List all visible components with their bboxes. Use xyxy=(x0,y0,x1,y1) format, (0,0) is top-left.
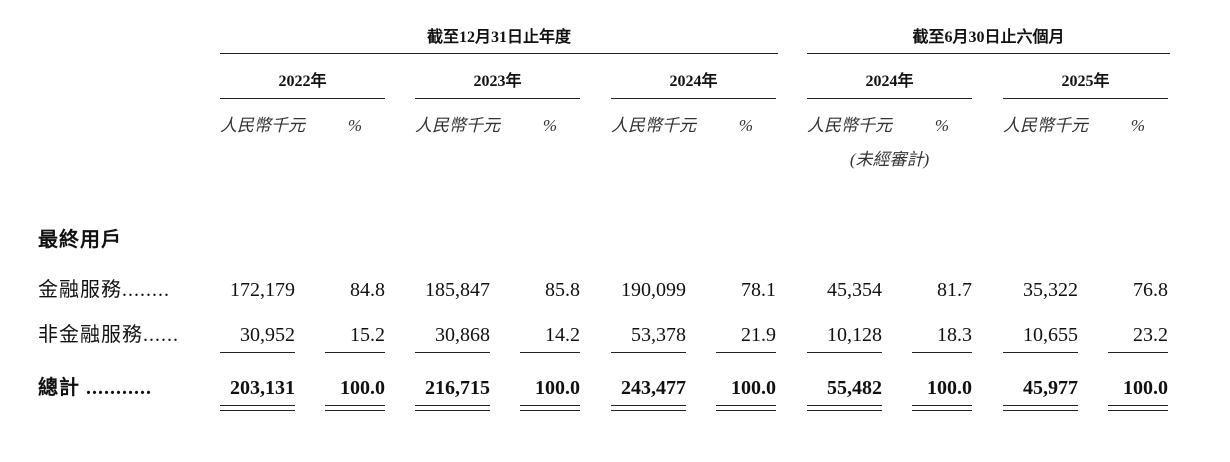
pct-label: % xyxy=(738,116,754,135)
cell-rule xyxy=(325,352,385,353)
double-rule xyxy=(1003,405,1078,406)
unit-label: 人民幣千元 xyxy=(1003,116,1088,135)
year-rule xyxy=(1003,98,1168,99)
unit-label: 人民幣千元 xyxy=(415,116,500,135)
cell: 100.0 xyxy=(731,377,776,399)
double-rule xyxy=(220,405,295,406)
cell: 23.2 xyxy=(1133,324,1168,346)
cell-rule xyxy=(1003,352,1078,353)
cell: 45,354 xyxy=(827,279,882,301)
double-rule xyxy=(520,405,580,406)
cell: 100.0 xyxy=(535,377,580,399)
year-header: 2024年 xyxy=(669,73,718,90)
double-rule xyxy=(1003,410,1078,411)
double-rule xyxy=(611,410,686,411)
group-header: 截至6月30日止六個月 xyxy=(912,29,1065,46)
cell: 81.7 xyxy=(937,279,972,301)
cell: 216,715 xyxy=(425,377,490,399)
double-rule xyxy=(912,405,972,406)
double-rule xyxy=(716,410,776,411)
note-label: (未經審計) xyxy=(849,150,930,169)
pct-label: % xyxy=(542,116,558,135)
cell: 21.9 xyxy=(741,324,776,346)
year-header: 2023年 xyxy=(473,73,522,90)
cell-rule xyxy=(1108,352,1168,353)
cell: 243,477 xyxy=(621,377,686,399)
double-rule xyxy=(325,405,385,406)
row-label: 總計 ........... xyxy=(38,377,152,399)
cell-rule xyxy=(220,352,295,353)
cell: 30,952 xyxy=(240,324,295,346)
cell: 53,378 xyxy=(631,324,686,346)
double-rule xyxy=(325,410,385,411)
year-header: 2024年 xyxy=(865,73,914,90)
cell: 55,482 xyxy=(827,377,882,399)
cell-rule xyxy=(807,352,882,353)
cell: 190,099 xyxy=(621,279,686,301)
cell-rule xyxy=(912,352,972,353)
group-rule xyxy=(220,53,778,54)
cell: 10,655 xyxy=(1023,324,1078,346)
cell: 84.8 xyxy=(350,279,385,301)
double-rule xyxy=(220,410,295,411)
cell: 35,322 xyxy=(1023,279,1078,301)
double-rule xyxy=(415,405,490,406)
double-rule xyxy=(415,410,490,411)
cell: 100.0 xyxy=(927,377,972,399)
cell: 30,868 xyxy=(435,324,490,346)
double-rule xyxy=(912,410,972,411)
year-rule xyxy=(807,98,972,99)
cell: 172,179 xyxy=(230,279,295,301)
double-rule xyxy=(807,405,882,406)
cell: 78.1 xyxy=(741,279,776,301)
cell-rule xyxy=(520,352,580,353)
pct-label: % xyxy=(934,116,950,135)
row-label: 非金融服務...... xyxy=(38,324,179,346)
cell: 185,847 xyxy=(425,279,490,301)
year-rule xyxy=(611,98,776,99)
section-label: 最終用戶 xyxy=(38,229,122,251)
row-label: 金融服務........ xyxy=(38,279,170,301)
cell: 203,131 xyxy=(230,377,295,399)
cell: 100.0 xyxy=(340,377,385,399)
year-header: 2025年 xyxy=(1061,73,1110,90)
cell-rule xyxy=(611,352,686,353)
double-rule xyxy=(520,410,580,411)
cell: 85.8 xyxy=(545,279,580,301)
cell: 100.0 xyxy=(1123,377,1168,399)
double-rule xyxy=(1108,405,1168,406)
cell-rule xyxy=(415,352,490,353)
double-rule xyxy=(716,405,776,406)
unit-label: 人民幣千元 xyxy=(220,116,305,135)
double-rule xyxy=(807,410,882,411)
group-header: 截至12月31日止年度 xyxy=(426,29,571,46)
cell: 45,977 xyxy=(1023,377,1078,399)
unit-label: 人民幣千元 xyxy=(807,116,892,135)
year-rule xyxy=(415,98,580,99)
cell: 18.3 xyxy=(937,324,972,346)
pct-label: % xyxy=(347,116,363,135)
year-header: 2022年 xyxy=(278,73,327,90)
cell: 10,128 xyxy=(827,324,882,346)
double-rule xyxy=(611,405,686,406)
group-rule xyxy=(807,53,1170,54)
year-rule xyxy=(220,98,385,99)
cell-rule xyxy=(716,352,776,353)
pct-label: % xyxy=(1130,116,1146,135)
cell: 14.2 xyxy=(545,324,580,346)
cell: 76.8 xyxy=(1133,279,1168,301)
cell: 15.2 xyxy=(350,324,385,346)
double-rule xyxy=(1108,410,1168,411)
unit-label: 人民幣千元 xyxy=(611,116,696,135)
